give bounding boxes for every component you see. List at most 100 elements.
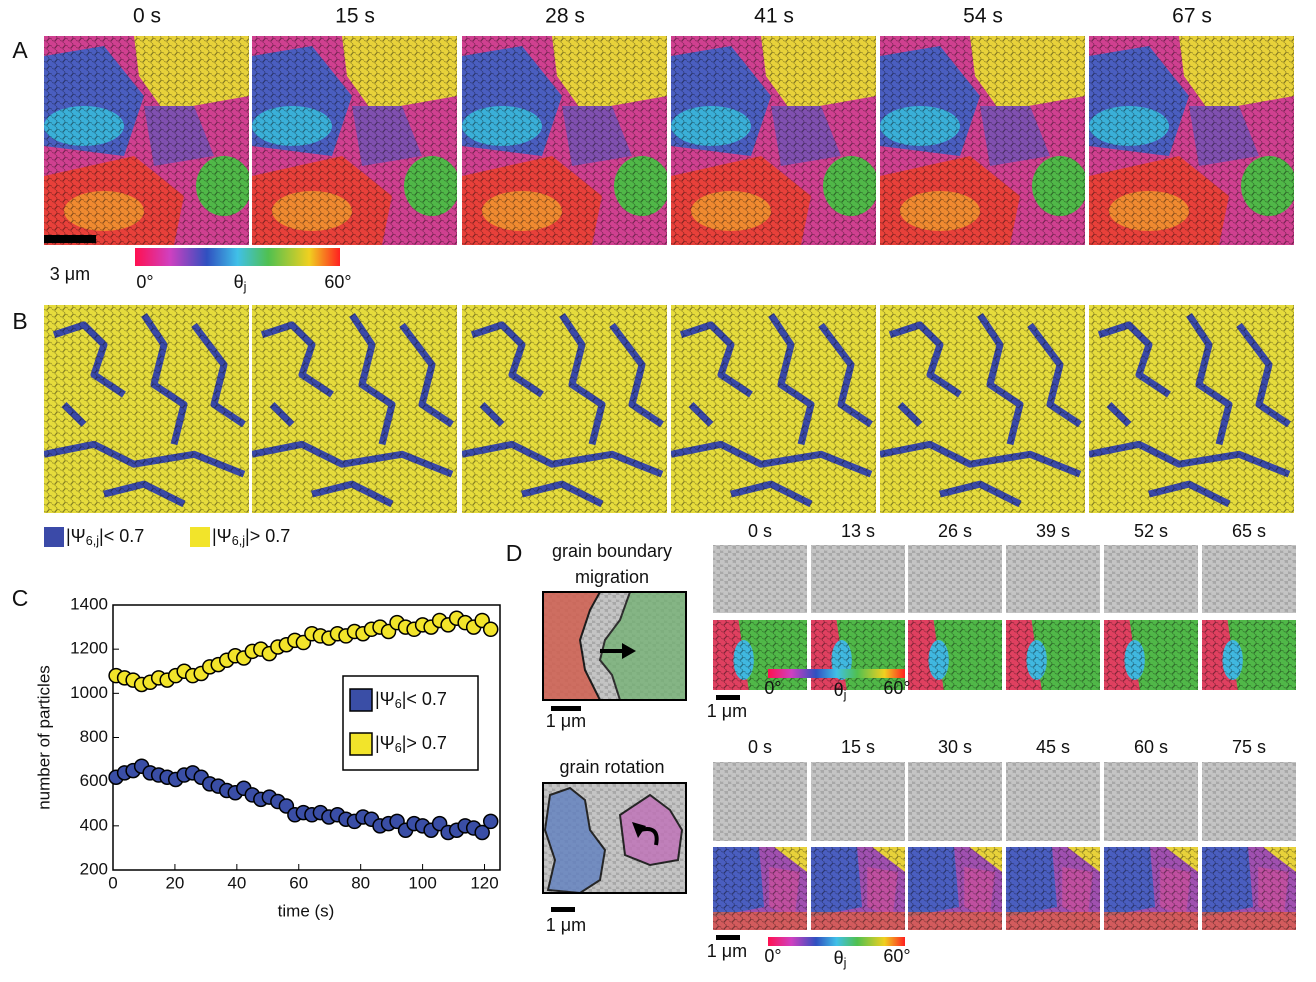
order-map [1089,305,1294,513]
panel-label: D [506,540,523,566]
time-label: 52 s [1134,521,1168,541]
colorbar-label: θj [234,272,247,295]
micrograph [1202,762,1296,841]
y-tick-label: 800 [80,727,108,746]
colorbar-label: θj [834,948,847,971]
orientation-map [1104,620,1198,690]
time-label: 30 s [938,737,972,757]
legend-label: |Ψ6,j|< 0.7 [66,526,144,549]
time-label: 39 s [1036,521,1070,541]
legend-label: |Ψ6|< 0.7 [375,689,447,712]
orientation-map [1089,36,1294,245]
orientation-map [713,620,807,690]
micrograph [1104,762,1198,841]
colorbar-max: 60° [324,272,351,292]
micrograph [908,762,1002,841]
panel-label: C [12,585,29,611]
time-label: 45 s [1036,737,1070,757]
micrograph [1202,545,1296,613]
colorbar [768,937,905,946]
orientation-map [1006,620,1100,690]
marker [474,824,490,841]
micrograph [1104,545,1198,613]
colorbar [768,669,905,678]
orientation-map [811,847,905,930]
y-tick-label: 1000 [70,683,108,702]
diagram-title: grain boundary [552,541,672,561]
time-label: 26 s [938,521,972,541]
y-tick-label: 1200 [70,639,108,658]
x-tick-label: 60 [289,873,308,892]
diagram-frame [542,782,687,894]
scale-bar [716,935,740,940]
y-tick-label: 200 [80,859,108,878]
order-map [880,305,1085,513]
micrograph [1006,545,1100,613]
time-label: 41 s [754,5,794,28]
colorbar-min: 0° [764,678,781,698]
legend-label: |Ψ6,j|> 0.7 [212,526,290,549]
colorbar-label: θj [834,680,847,703]
orientation-map [713,847,807,930]
y-tick-label: 1400 [70,594,108,613]
grain [543,786,607,895]
scale-bar-label: 1 μm [546,711,586,731]
micrograph [811,545,905,613]
arrow-head [622,643,636,659]
panel-label: A [12,37,28,63]
time-label: 75 s [1232,737,1266,757]
colorbar-max: 60° [883,946,910,966]
y-tick-label: 400 [80,815,108,834]
orientation-map [252,36,457,245]
time-label: 67 s [1172,5,1212,28]
diagram-title: migration [575,567,649,587]
scale-bar-label: 1 μm [707,941,747,961]
x-tick-label: 0 [108,873,117,892]
colorbar-min: 0° [136,272,153,292]
micrograph [713,762,807,841]
order-map [671,305,876,513]
order-map [44,305,249,513]
orientation-map [908,847,1002,930]
x-tick-label: 20 [165,873,184,892]
orientation-map [671,36,876,245]
x-tick-label: 80 [351,873,370,892]
y-tick-label: 600 [80,771,108,790]
time-label: 0 s [133,5,161,28]
scale-bar [44,235,96,243]
time-label: 60 s [1134,737,1168,757]
scale-bar [716,695,740,700]
x-tick-label: 120 [470,873,498,892]
scale-bar [551,706,581,711]
time-label: 0 s [748,737,772,757]
orientation-map [462,36,667,245]
orientation-map [908,620,1002,690]
time-label: 13 s [841,521,875,541]
diagram-title: grain rotation [559,757,664,777]
panel-label: B [12,308,27,334]
micrograph [811,762,905,841]
colorbar-min: 0° [764,946,781,966]
x-tick-label: 100 [408,873,436,892]
orientation-map [1104,847,1198,930]
scale-bar-label: 1 μm [546,915,586,935]
orientation-map [880,36,1085,245]
marker [482,621,499,638]
scale-bar-label: 3 μm [50,264,90,284]
x-tick-label: 40 [227,873,246,892]
orientation-map [1202,620,1296,690]
micrograph [713,545,807,613]
legend-swatch [44,527,64,547]
orientation-map [44,36,249,245]
x-axis-label: time (s) [278,901,335,920]
orientation-map [1202,847,1296,930]
colorbar-max: 60° [883,678,910,698]
time-label: 15 s [335,5,375,28]
legend-swatch [349,732,373,756]
time-label: 65 s [1232,521,1266,541]
marker [482,813,499,830]
legend-swatch [349,688,373,712]
order-map [252,305,457,513]
arrow-head [632,822,646,838]
